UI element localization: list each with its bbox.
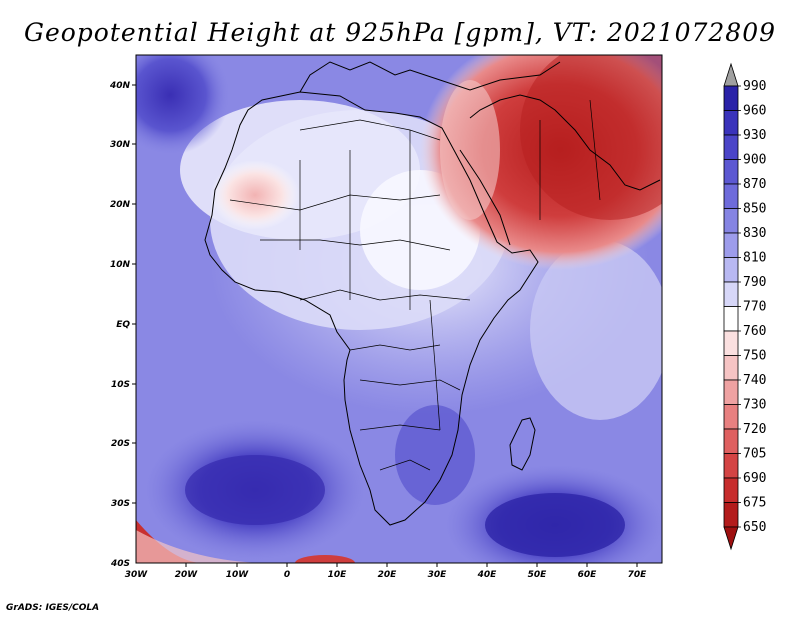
colorbar-level-label: 870 bbox=[743, 177, 766, 192]
lat-label-40n: 40N bbox=[109, 81, 131, 91]
lon-ticks bbox=[185, 563, 638, 567]
colorbar-level-label: 705 bbox=[743, 447, 766, 462]
lon-axis: 30W 20W 10W 0 10E 20E 30E 40E 50E 60E 70… bbox=[125, 570, 647, 580]
colorbar-level-label: 770 bbox=[743, 300, 766, 315]
lat-label-eq: EQ bbox=[116, 320, 130, 330]
lat-label-20n: 20N bbox=[110, 200, 131, 210]
colorbar-swatch bbox=[723, 355, 739, 381]
coastlines bbox=[204, 61, 661, 526]
lon-label-20e: 20E bbox=[378, 570, 398, 580]
lon-label-70e: 70E bbox=[628, 570, 648, 580]
lat-label-10s: 10S bbox=[111, 380, 130, 390]
grads-credit: GrADS: IGES/COLA bbox=[6, 603, 100, 613]
colorbar-swatch bbox=[723, 85, 739, 111]
colorbar-level-label: 650 bbox=[743, 520, 766, 535]
colorbar-swatch bbox=[723, 62, 739, 87]
lon-label-30w: 30W bbox=[125, 570, 149, 580]
contour-field bbox=[136, 55, 662, 563]
colorbar-swatch bbox=[723, 477, 739, 503]
lon-label-50e: 50E bbox=[528, 570, 548, 580]
lat-label-20s: 20S bbox=[111, 439, 130, 449]
colorbar-level-label: 830 bbox=[743, 226, 766, 241]
colorbar-swatch bbox=[723, 379, 739, 405]
colorbar-level-label: 720 bbox=[743, 422, 766, 437]
colorbar-level-label: 740 bbox=[743, 373, 766, 388]
lon-label-40e: 40E bbox=[477, 570, 498, 580]
map-title: Geopotential Height at 925hPa [gpm], VT:… bbox=[23, 18, 777, 47]
colorbar-swatch bbox=[723, 502, 739, 528]
lat-axis: 40N 30N 20N 10N EQ 10S 20S 30S 40S bbox=[109, 81, 131, 569]
colorbar-level-label: 690 bbox=[743, 471, 766, 486]
colorbar-swatch bbox=[723, 134, 739, 160]
lat-ticks bbox=[132, 84, 136, 504]
colorbar-swatch bbox=[723, 330, 739, 356]
lat-label-10n: 10N bbox=[110, 260, 131, 270]
lat-label-30n: 30N bbox=[110, 140, 131, 150]
lon-label-0: 0 bbox=[284, 570, 290, 580]
colorbar-swatch bbox=[723, 159, 739, 185]
colorbar-level-label: 730 bbox=[743, 398, 766, 413]
colorbar-swatch bbox=[723, 404, 739, 430]
lon-label-30e: 30E bbox=[428, 570, 448, 580]
colorbar-level-label: 790 bbox=[743, 275, 766, 290]
colorbar: 990 960 930 900 870 850 830 810 790 770 760 750 740 7… bbox=[723, 62, 766, 551]
colorbar-level-label: 760 bbox=[743, 324, 766, 339]
lon-label-10e: 10E bbox=[328, 570, 348, 580]
colorbar-level-label: 990 bbox=[743, 79, 766, 94]
lon-label-10w: 10W bbox=[226, 570, 250, 580]
colorbar-level-label: 850 bbox=[743, 202, 766, 217]
colorbar-swatch bbox=[723, 281, 739, 307]
colorbar-swatch bbox=[723, 183, 739, 209]
colorbar-swatch bbox=[723, 257, 739, 283]
colorbar-swatch bbox=[723, 526, 739, 551]
lat-label-30s: 30S bbox=[111, 499, 130, 509]
colorbar-swatch bbox=[723, 453, 739, 479]
colorbar-swatch bbox=[723, 110, 739, 136]
madagascar-coastline bbox=[509, 417, 536, 471]
colorbar-swatch bbox=[723, 428, 739, 454]
colorbar-labels: 990 960 930 900 870 850 830 810 790 770 760 750 740 7… bbox=[738, 79, 766, 535]
arabia-coastline bbox=[469, 94, 661, 191]
red-sea-coastline bbox=[459, 149, 511, 246]
plot-frame bbox=[135, 54, 663, 564]
colorbar-swatches bbox=[723, 62, 739, 551]
colorbar-swatch bbox=[723, 232, 739, 258]
colorbar-level-label: 750 bbox=[743, 349, 766, 364]
colorbar-level-label: 930 bbox=[743, 128, 766, 143]
colorbar-swatch bbox=[723, 306, 739, 332]
lat-label-40s: 40S bbox=[110, 559, 130, 569]
colorbar-level-label: 960 bbox=[743, 104, 766, 119]
country-borders bbox=[229, 99, 601, 471]
colorbar-level-label: 810 bbox=[743, 251, 766, 266]
europe-coastline bbox=[299, 61, 561, 93]
africa-coastline bbox=[204, 91, 539, 526]
colorbar-level-label: 675 bbox=[743, 496, 766, 511]
colorbar-swatch bbox=[723, 208, 739, 234]
lon-label-20w: 20W bbox=[175, 570, 199, 580]
lon-label-60e: 60E bbox=[578, 570, 598, 580]
colorbar-level-label: 900 bbox=[743, 153, 766, 168]
